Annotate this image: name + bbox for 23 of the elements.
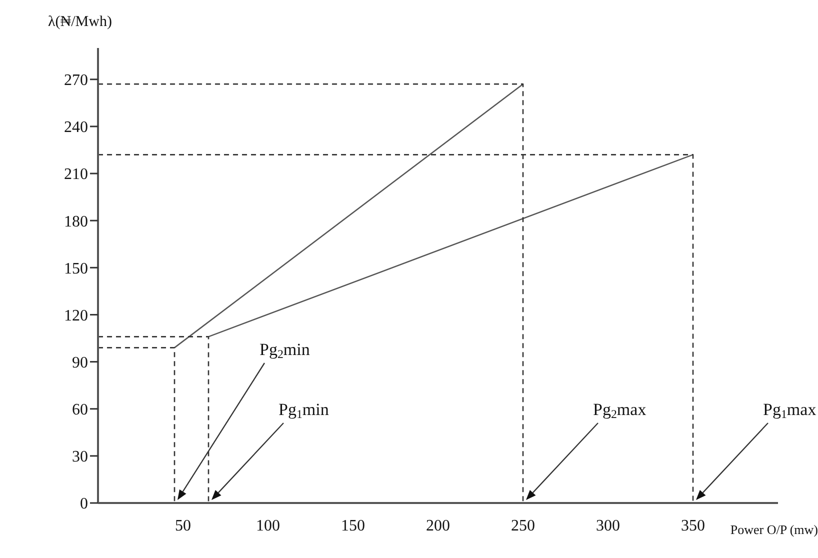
x-tick-label: 250	[511, 517, 535, 534]
annotation: Pg$_{2}$max	[593, 400, 647, 421]
x-tick-label: 200	[426, 517, 450, 534]
y-tick-label: 90	[72, 354, 88, 372]
y-tick-label: 210	[64, 166, 88, 184]
y-tick-label: 150	[64, 260, 88, 278]
annotation: Pg$_{1}$max	[763, 400, 817, 421]
y-tick-label: 0	[80, 496, 88, 513]
y-tick-label: 120	[64, 307, 88, 324]
y-tick-label: 180	[64, 213, 88, 230]
x-tick-label: 100	[256, 517, 280, 534]
x-tick-label: 50	[175, 517, 191, 534]
annotation: Pg$_{2}$min	[260, 340, 310, 361]
y-axis-title: λ(₦/Mwh)	[48, 14, 112, 31]
x-tick-label: 300	[596, 517, 620, 534]
y-tick-label: 30	[72, 448, 88, 466]
annotation: Pg$_{1}$min	[278, 400, 330, 421]
y-tick-label: 240	[64, 119, 88, 136]
y-tick-label: 270	[64, 72, 88, 90]
x-tick-label: 150	[341, 517, 365, 534]
y-tick-label: 60	[72, 402, 88, 419]
x-tick-label: 350	[681, 517, 705, 534]
x-axis-title: Power O/P (mw)	[730, 522, 818, 538]
